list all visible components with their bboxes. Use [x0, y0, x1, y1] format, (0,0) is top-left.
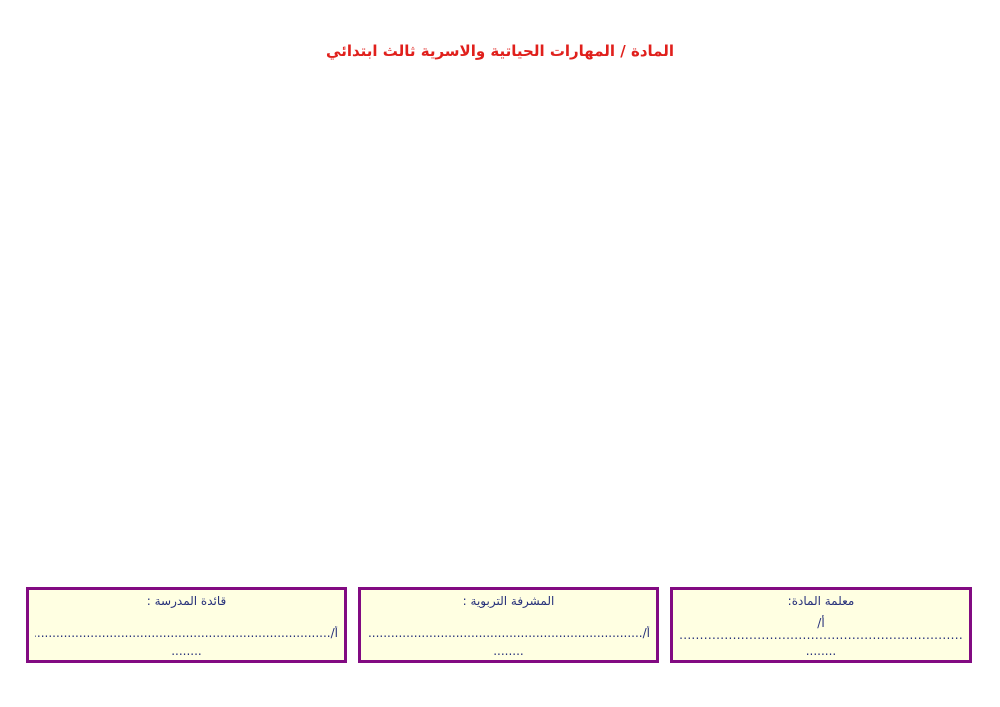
signature-box-supervisor: المشرفة التربوية : أ/...................… — [358, 587, 659, 663]
signature-label: قائدة المدرسة : — [146, 594, 227, 608]
signature-prefix: أ/ — [817, 616, 825, 630]
signature-box-teacher: معلمة المادة: أ/ .......................… — [670, 587, 972, 663]
signature-line: أ/......................................… — [367, 626, 650, 640]
signature-label: معلمة المادة: — [787, 594, 855, 608]
signature-line: أ/......................................… — [35, 626, 338, 640]
signature-dots: ........ — [805, 644, 837, 658]
signature-line: ........................................… — [679, 628, 963, 642]
signature-dots: ........ — [493, 644, 524, 658]
page-title: المادة / المهارات الحياتية والاسرية ثالث… — [326, 42, 674, 60]
signature-dots: ........ — [171, 644, 202, 658]
signature-box-principal: قائدة المدرسة : أ/......................… — [26, 587, 347, 663]
signature-label: المشرفة التربوية : — [462, 594, 555, 608]
